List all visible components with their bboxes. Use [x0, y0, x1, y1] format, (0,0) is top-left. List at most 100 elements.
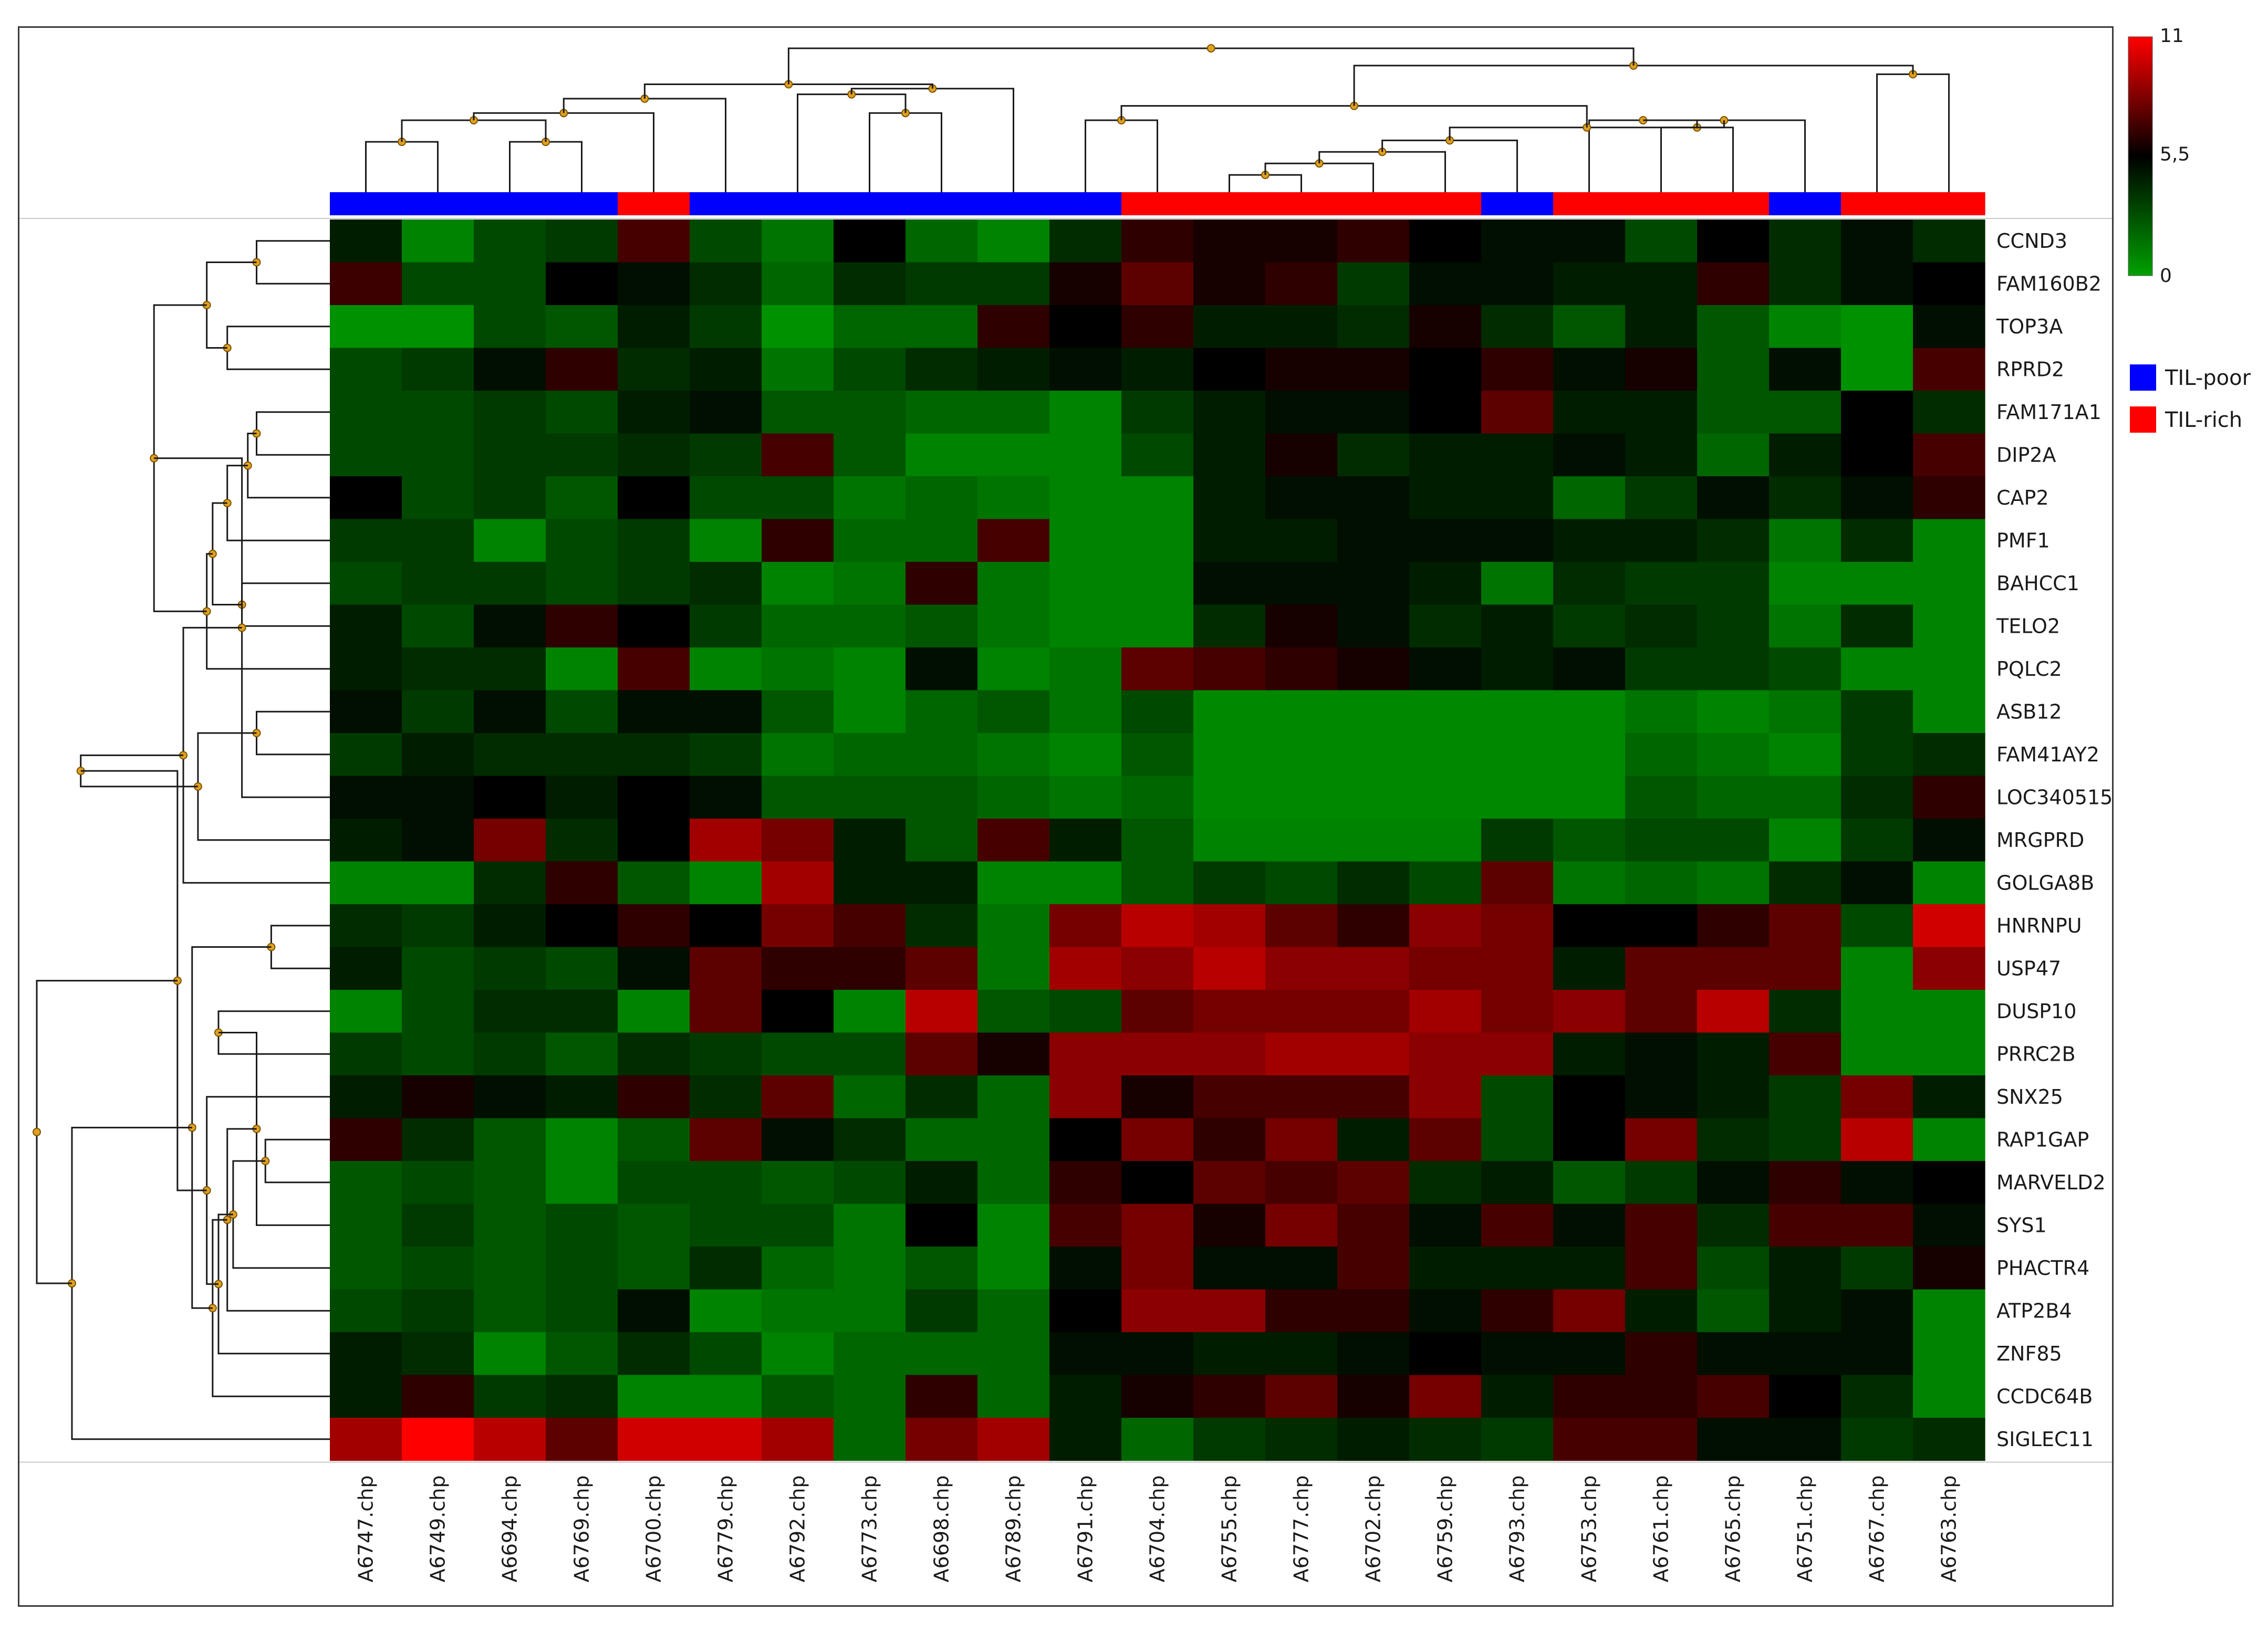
heatmap-cell: [330, 1161, 402, 1205]
heatmap-cell: [618, 733, 690, 777]
heatmap-cell: [1049, 604, 1122, 648]
heatmap-cell: [1265, 433, 1338, 477]
heatmap-cell: [546, 861, 618, 905]
heatmap-cell: [1625, 947, 1698, 990]
heatmap-cell: [1625, 219, 1698, 263]
heatmap-cell: [762, 262, 834, 306]
heatmap-cell: [1121, 1289, 1194, 1333]
color-scale-tick-label: 11: [2160, 25, 2184, 47]
heatmap-cell: [762, 1075, 834, 1119]
heatmap-cell: [1193, 1332, 1266, 1376]
dendrogram-branch: [71, 1126, 330, 1440]
dendrogram-branch: [365, 141, 439, 192]
heatmap-cell: [402, 1118, 474, 1162]
heatmap-cell: [1049, 391, 1122, 434]
heatmap-cell: [1841, 861, 1913, 905]
heatmap-cell: [1697, 391, 1770, 434]
heatmap-cell: [1337, 1204, 1410, 1247]
heatmap-cell: [330, 1075, 402, 1119]
gene-label: SNX25: [1996, 1085, 2063, 1108]
heatmap-cell: [1337, 904, 1410, 948]
heatmap-cell: [1625, 1418, 1698, 1461]
heatmap-cell: [690, 990, 762, 1033]
heatmap-cell: [1481, 861, 1554, 905]
heatmap-cell: [1049, 647, 1122, 691]
heatmap-cell: [1337, 433, 1410, 477]
heatmap-cell: [1121, 1418, 1194, 1461]
heatmap-cell: [1625, 690, 1698, 734]
sample-label: A6761.chp: [1650, 1476, 1673, 1583]
gene-label: SIGLEC11: [1996, 1428, 2094, 1451]
heatmap-cell: [977, 262, 1050, 306]
heatmap-cell: [1337, 1375, 1410, 1418]
heatmap-cell: [1913, 476, 1985, 520]
heatmap-cell: [1265, 219, 1338, 263]
heatmap-cell: [1553, 776, 1626, 819]
sample-label: A6755.chp: [1218, 1476, 1241, 1583]
heatmap-cell: [1625, 819, 1698, 862]
heatmap-cell: [1553, 1204, 1626, 1247]
heatmap-cell: [1697, 1161, 1770, 1205]
heatmap-cell: [1841, 904, 1913, 948]
dendrogram-branch: [1264, 162, 1374, 192]
heatmap-cell: [1409, 1375, 1482, 1418]
heatmap-cell: [906, 690, 978, 734]
heatmap-cell: [1553, 219, 1626, 263]
heatmap-cell: [1769, 1118, 1842, 1162]
heatmap-cell: [330, 1289, 402, 1333]
heatmap-cell: [834, 219, 906, 263]
heatmap-cell: [1841, 1161, 1913, 1205]
heatmap-cell: [1481, 433, 1554, 477]
heatmap-cell: [977, 1118, 1050, 1162]
heatmap-cell: [330, 647, 402, 691]
heatmap-cell: [1409, 1418, 1482, 1461]
heatmap-cell: [1121, 391, 1194, 434]
heatmap-cell: [690, 604, 762, 648]
heatmap-cell: [1769, 1161, 1842, 1205]
heatmap-cell: [1697, 947, 1770, 990]
gene-label: PQLC2: [1996, 657, 2062, 681]
heatmap-cell: [1625, 1289, 1698, 1333]
heatmap-cell: [1841, 562, 1913, 605]
heatmap-cell: [1121, 1332, 1194, 1376]
heatmap-cell: [474, 348, 546, 391]
heatmap-cell: [762, 519, 834, 562]
sample-label: A6779.chp: [714, 1476, 737, 1583]
heatmap-cell: [977, 1418, 1050, 1461]
heatmap-cell: [690, 647, 762, 691]
heatmap-cell: [977, 305, 1050, 349]
heatmap-cell: [1769, 733, 1842, 777]
heatmap-cell: [834, 990, 906, 1033]
heatmap-cell: [834, 1332, 906, 1376]
legend-label: TIL-rich: [2165, 408, 2242, 432]
sample-labels: A6747.chp A6749.chp A6694.chp A6769.chp A670…: [355, 1476, 1961, 1583]
heatmap-cell: [1337, 476, 1410, 520]
heatmap-cell: [618, 433, 690, 477]
heatmap-cell: [618, 476, 690, 520]
heatmap-cell: [402, 1418, 474, 1461]
group-bar-cell: [1481, 192, 1554, 215]
heatmap-cell: [762, 690, 834, 734]
heatmap-cell: [1409, 990, 1482, 1033]
heatmap-cell: [1337, 391, 1410, 434]
heatmap-cell: [402, 1204, 474, 1247]
gene-label: LOC340515: [1996, 786, 2113, 809]
heatmap-cell: [1049, 562, 1122, 605]
heatmap-cell: [618, 904, 690, 948]
heatmap-cell: [402, 776, 474, 819]
gene-label: MRGPRD: [1996, 829, 2084, 852]
heatmap-cell: [546, 733, 618, 777]
heatmap-cell: [618, 305, 690, 349]
heatmap-cell: [1193, 1118, 1266, 1162]
heatmap-cell: [1913, 391, 1985, 434]
heatmap-cell: [977, 819, 1050, 862]
heatmap-cell: [834, 1418, 906, 1461]
figure-frame: [18, 26, 2114, 1607]
gene-label: HNRNPU: [1996, 914, 2082, 937]
heatmap-cell: [1049, 1204, 1122, 1247]
group-bar-cell: [1553, 192, 1626, 215]
heatmap-cell: [1481, 819, 1554, 862]
heatmap-cell: [1913, 647, 1985, 691]
heatmap-cell: [474, 433, 546, 477]
heatmap-cell: [1193, 604, 1266, 648]
